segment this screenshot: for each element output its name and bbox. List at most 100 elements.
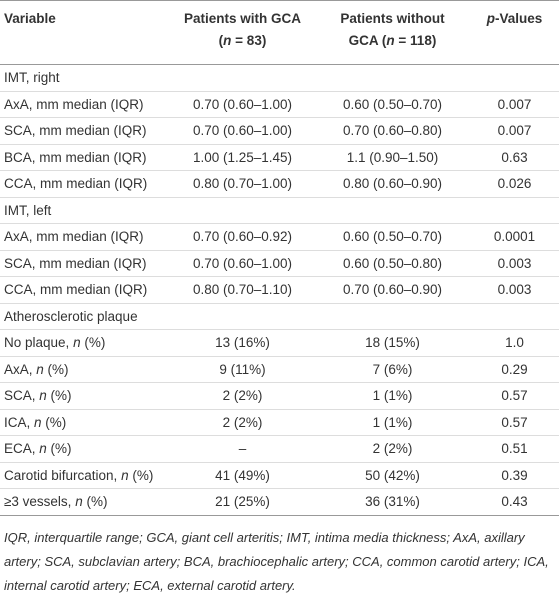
cell: 9 (11%) (170, 356, 315, 383)
cell: 0.003 (470, 276, 559, 304)
cell: 0.0001 (470, 223, 559, 251)
row-label: AxA, n (%) (0, 356, 170, 383)
text-run: Atherosclerotic plaque (4, 308, 138, 324)
cell: 1.1 (0.90–1.50) (315, 144, 470, 171)
cell: 0.003 (470, 250, 559, 277)
data-row: ICA, n (%) 2 (2%) 1 (1%) 0.57 (0, 409, 559, 436)
row-label: Atherosclerotic plaque (0, 303, 559, 330)
text-run: ICA, (4, 414, 35, 430)
row-label: SCA, mm median (IQR) (0, 250, 170, 277)
header-row: Variable Patients with GCA (n = 83) Patient… (0, 0, 559, 65)
cell: 1 (1%) (315, 382, 470, 410)
cell: 0.57 (470, 409, 559, 436)
text-run: Patients without (340, 11, 445, 26)
cell: 1 (1%) (315, 409, 470, 436)
text-run: n (39, 441, 47, 457)
data-row: SCA, mm median (IQR) 0.70 (0.60–1.00) 0.70… (0, 117, 559, 145)
section-row: IMT, left (0, 197, 559, 224)
data-row: No plaque, n (%) 13 (16%) 18 (15%) 1.0 (0, 329, 559, 357)
text-run: CCA, mm median (IQR) (4, 176, 148, 192)
cell: 0.43 (470, 488, 559, 516)
cell: 13 (16%) (170, 329, 315, 357)
row-label: SCA, mm median (IQR) (0, 117, 170, 145)
header-line: GCA (n = 118) (319, 30, 466, 52)
text-run: BCA, mm median (IQR) (4, 149, 147, 165)
text-run: CCA, mm median (IQR) (4, 282, 148, 298)
cell: 0.026 (470, 170, 559, 198)
header-line: Patients without (319, 8, 466, 30)
cell: 0.60 (0.50–0.70) (315, 91, 470, 118)
cell: 0.70 (0.60–1.00) (170, 91, 315, 118)
text-run: = 118) (394, 33, 437, 48)
text-run: (%) (46, 388, 72, 404)
text-run: n (39, 388, 47, 404)
row-label: No plaque, n (%) (0, 329, 170, 357)
cell: 41 (49%) (170, 462, 315, 489)
row-label: IMT, left (0, 197, 559, 224)
row-label: AxA, mm median (IQR) (0, 223, 170, 251)
cell: 2 (2%) (315, 435, 470, 463)
data-row: AxA, mm median (IQR) 0.70 (0.60–1.00) 0.60… (0, 91, 559, 118)
cell: 0.63 (470, 144, 559, 171)
table-body: IMT, right AxA, mm median (IQR) 0.70 (0.60… (0, 64, 559, 516)
data-table: Variable Patients with GCA (n = 83) Patient… (0, 0, 559, 516)
header-line: (n = 83) (174, 30, 311, 52)
text-run: n (36, 361, 44, 377)
text-run: (%) (41, 414, 67, 430)
text-run: Patients with GCA (183, 11, 301, 26)
text-run: (%) (128, 467, 154, 483)
cell: 0.70 (0.60–1.00) (170, 117, 315, 145)
cell: 0.80 (0.70–1.10) (170, 276, 315, 304)
text-run: SCA, (4, 388, 40, 404)
text-run: n (73, 335, 81, 351)
data-row: SCA, mm median (IQR) 0.70 (0.60–1.00) 0.60… (0, 250, 559, 277)
text-run: (%) (82, 494, 108, 510)
row-label: ICA, n (%) (0, 409, 170, 436)
text-run: ECA, (4, 441, 40, 457)
header-cell: p-Values (470, 0, 559, 65)
data-row: CCA, mm median (IQR) 0.80 (0.70–1.00) 0.80… (0, 170, 559, 198)
data-row: ≥3 vessels, n (%) 21 (25%) 36 (31%) 0.43 (0, 488, 559, 516)
text-run: n (386, 33, 395, 48)
cell: 2 (2%) (170, 382, 315, 410)
row-label: ≥3 vessels, n (%) (0, 488, 170, 516)
cell: 0.007 (470, 91, 559, 118)
cell: 0.80 (0.70–1.00) (170, 170, 315, 198)
cell: 0.57 (470, 382, 559, 410)
text-run: n (121, 467, 129, 483)
cell: 0.80 (0.60–0.90) (315, 170, 470, 198)
header-line: Patients with GCA (174, 8, 311, 30)
data-row: SCA, n (%) 2 (2%) 1 (1%) 0.57 (0, 382, 559, 410)
cell: 7 (6%) (315, 356, 470, 383)
cell: 0.70 (0.60–0.92) (170, 223, 315, 251)
text-run: GCA ( (348, 33, 387, 48)
section-row: Atherosclerotic plaque (0, 303, 559, 330)
text-run: No plaque, (4, 335, 74, 351)
text-run: Carotid bifurcation, (4, 467, 122, 483)
cell: 36 (31%) (315, 488, 470, 516)
section-row: IMT, right (0, 64, 559, 92)
cell: 0.70 (0.60–0.80) (315, 117, 470, 145)
cell: 0.60 (0.50–0.70) (315, 223, 470, 251)
cell: 1.00 (1.25–1.45) (170, 144, 315, 171)
text-run: ≥3 vessels, (4, 494, 76, 510)
text-run: n (75, 494, 83, 510)
text-run: IMT, right (4, 70, 60, 86)
text-run: (%) (80, 335, 106, 351)
row-label: SCA, n (%) (0, 382, 170, 410)
text-run: AxA, mm median (IQR) (4, 229, 144, 245)
data-row: ECA, n (%) –2 (2%) 0.51 (0, 435, 559, 463)
text-run: ( (218, 33, 224, 48)
row-label: Carotid bifurcation, n (%) (0, 462, 170, 489)
cell: 2 (2%) (170, 409, 315, 436)
row-label: CCA, mm median (IQR) (0, 170, 170, 198)
cell: 0.51 (470, 435, 559, 463)
header-cell: Variable (0, 0, 170, 65)
text-run: n (223, 33, 232, 48)
header-cell: Patients without GCA (n = 118) (315, 0, 470, 65)
cell: 0.70 (0.60–1.00) (170, 250, 315, 277)
row-label: CCA, mm median (IQR) (0, 276, 170, 304)
data-row: CCA, mm median (IQR) 0.80 (0.70–1.10) 0.70… (0, 276, 559, 304)
text-run: IMT, left (4, 202, 52, 218)
